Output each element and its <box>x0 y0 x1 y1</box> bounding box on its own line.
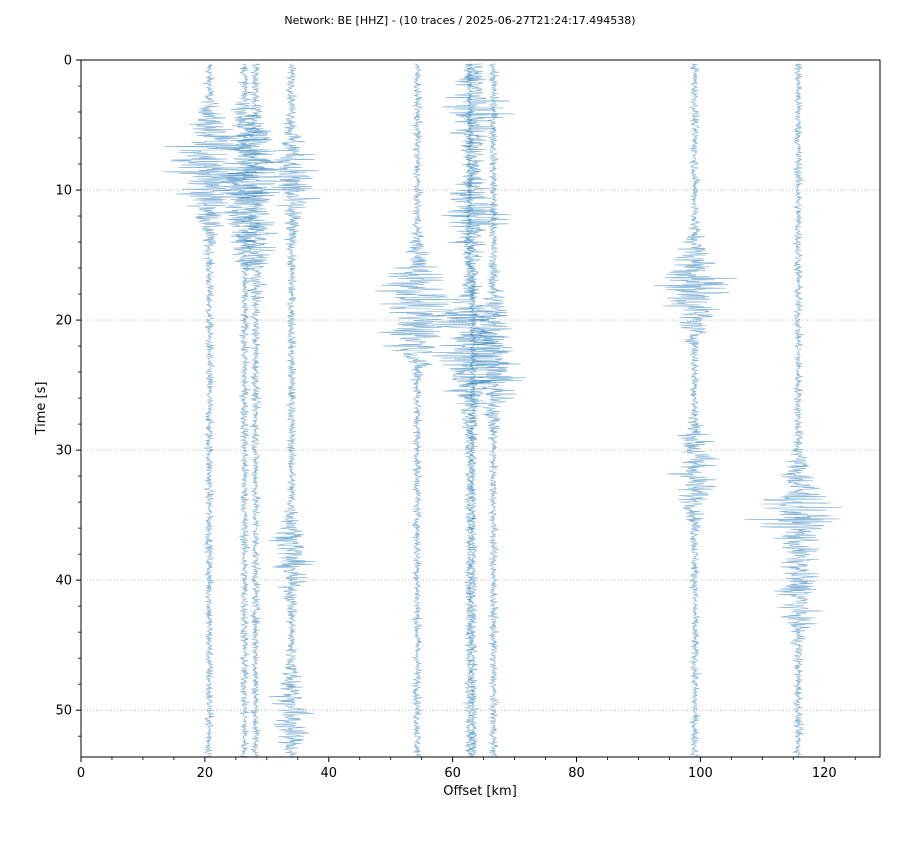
plot-frame <box>80 59 881 758</box>
y-tick-label: 20 <box>55 314 72 329</box>
y-axis-label: Time [s] <box>34 382 49 436</box>
y-tick-label: 40 <box>55 574 72 589</box>
x-tick-label: 60 <box>444 766 461 781</box>
y-axis: 0 10 20 30 40 50 <box>55 54 81 737</box>
seismic-trace-8 <box>461 63 526 758</box>
x-axis: 0 20 40 60 80 100 120 <box>77 757 856 781</box>
x-tick-label: 40 <box>320 766 337 781</box>
traces-group <box>162 63 843 758</box>
seismic-trace-7 <box>441 63 515 758</box>
y-tick-label: 30 <box>55 444 72 459</box>
seismic-trace-3 <box>224 63 289 758</box>
seismic-trace-10 <box>744 63 843 758</box>
y-tick-label: 10 <box>55 184 72 199</box>
x-tick-label: 100 <box>688 766 713 781</box>
y-tick-label: 50 <box>55 704 72 719</box>
seismic-trace-2 <box>215 63 271 758</box>
seismic-trace-4 <box>260 63 321 758</box>
x-tick-label: 20 <box>197 766 214 781</box>
seismic-trace-1 <box>162 63 254 758</box>
seismic-trace-9 <box>654 63 738 758</box>
seismic-trace-5 <box>375 63 460 758</box>
x-tick-label: 0 <box>77 766 85 781</box>
x-tick-label: 120 <box>812 766 837 781</box>
y-tick-label: 0 <box>64 54 72 69</box>
x-tick-label: 80 <box>568 766 585 781</box>
chart-title: Network: BE [HHZ] - (10 traces / 2025-06… <box>284 14 635 27</box>
x-axis-label: Offset [km] <box>443 784 517 799</box>
